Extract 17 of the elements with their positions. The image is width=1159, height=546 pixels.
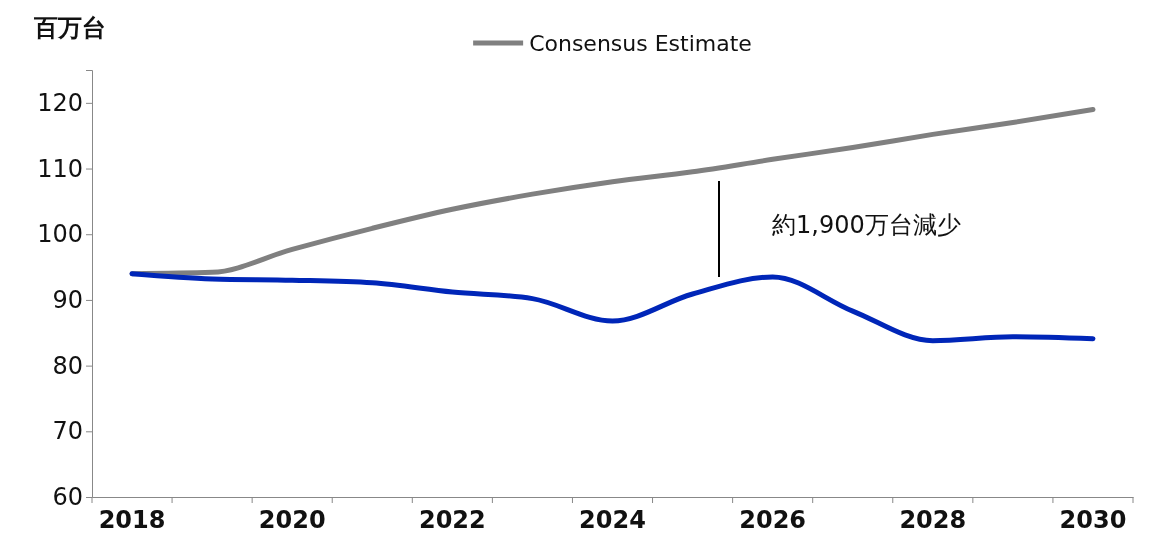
x-tick-label: 2018	[98, 506, 166, 535]
x-tick-label: 2028	[899, 506, 967, 535]
y-tick-label: 100	[37, 220, 83, 249]
y-axis-title: 百万台	[33, 14, 106, 42]
y-tick-label: 90	[52, 286, 83, 315]
y-tick-label: 60	[52, 483, 83, 512]
x-tick-label: 2022	[418, 506, 486, 535]
y-tick-label: 80	[52, 351, 83, 380]
annotation: 約1,900万台減少	[772, 211, 961, 239]
x-tick-label: 2020	[258, 506, 326, 535]
y-tick-label: 70	[52, 417, 83, 446]
y-tick-label: 110	[37, 154, 83, 183]
x-tick-label: 2030	[1059, 506, 1127, 535]
x-tick-label: 2024	[579, 506, 646, 535]
legend-label: Consensus Estimate	[529, 31, 752, 56]
y-tick-label: 120	[37, 89, 83, 118]
x-tick-label: 2026	[739, 506, 807, 535]
